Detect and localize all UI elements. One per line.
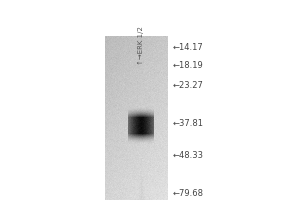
Text: ←14.17: ←14.17	[172, 43, 203, 51]
Text: ←23.27: ←23.27	[172, 81, 203, 90]
Text: ↑→ERK 1/2: ↑→ERK 1/2	[138, 26, 144, 65]
Text: ←18.19: ←18.19	[172, 61, 203, 70]
Bar	[0, 0, 105, 200]
Text: ←48.33: ←48.33	[172, 150, 203, 160]
Bar	[168, 0, 300, 200]
Text: ←79.68: ←79.68	[172, 188, 203, 198]
Text: ←37.81: ←37.81	[172, 118, 203, 128]
Bar	[0, 0, 300, 36]
